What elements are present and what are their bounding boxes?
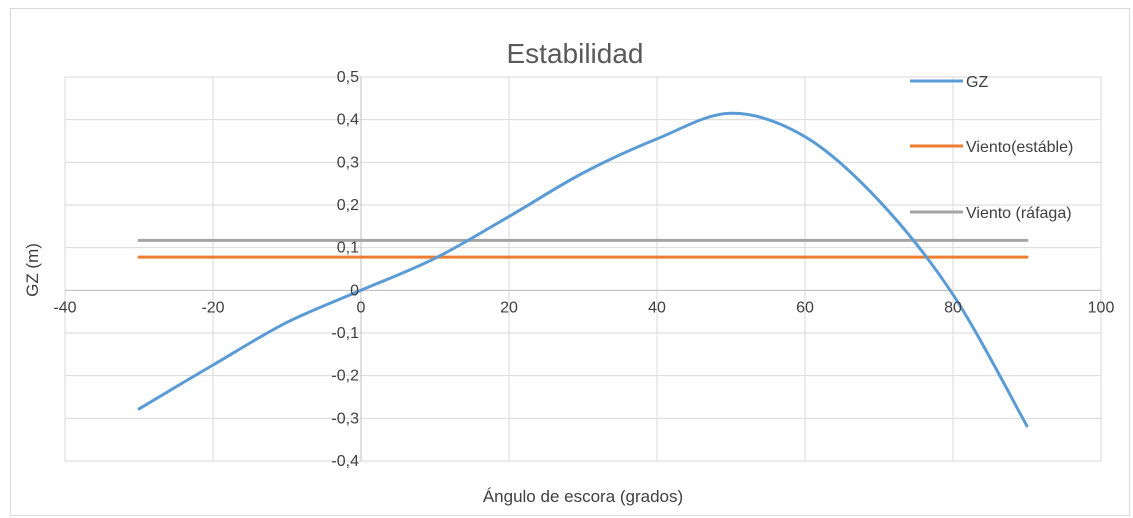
y-tick-label: 0,5 — [337, 69, 359, 86]
x-tick-label: 0 — [357, 299, 366, 316]
legend-label: Viento(estáble) — [966, 139, 1073, 156]
plot-area-border — [64, 76, 1102, 462]
legend: GZ Viento(estáble) Viento (ráfaga) — [910, 74, 1073, 222]
y-tick-label: -0,4 — [331, 453, 359, 470]
tick-labels: -40 -20 0 20 40 60 80 100 0,5 0,4 0,3 0,2 0,1 0 -0,1 -0… — [53, 69, 1114, 470]
y-tick-label: 0 — [350, 282, 359, 299]
grid-lines — [64, 76, 1102, 462]
y-tick-label: 0,4 — [337, 112, 359, 129]
legend-label: Viento (ráfaga) — [966, 205, 1072, 222]
y-tick-label: 0,1 — [337, 240, 359, 257]
y-axis-label: GZ (m) — [23, 243, 42, 297]
y-tick-label: -0,1 — [331, 325, 359, 342]
y-tick-label: -0,3 — [331, 410, 359, 427]
x-axis-label: Ángulo de escora (grados) — [483, 487, 683, 506]
chart-title: Estabilidad — [507, 38, 644, 69]
x-tick-label: -20 — [201, 299, 224, 316]
series-lines — [137, 111, 1029, 428]
x-tick-label: 60 — [796, 299, 814, 316]
chart-frame — [10, 8, 1130, 516]
x-tick-label: 40 — [648, 299, 666, 316]
axes — [65, 77, 1101, 461]
x-tick-label: 100 — [1088, 299, 1115, 316]
legend-label: GZ — [966, 74, 988, 91]
x-tick-label: 20 — [500, 299, 518, 316]
y-tick-label: 0,3 — [337, 154, 359, 171]
y-tick-label: -0,2 — [331, 368, 359, 385]
x-tick-label: -40 — [53, 299, 76, 316]
series-line-gz — [137, 111, 1029, 428]
y-tick-label: 0,2 — [337, 197, 359, 214]
x-tick-label: 80 — [944, 299, 962, 316]
